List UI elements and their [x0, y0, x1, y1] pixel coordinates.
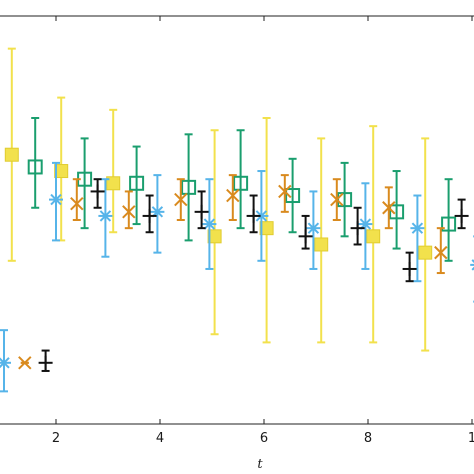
data-point-x: [18, 356, 32, 370]
data-point-star: [0, 357, 11, 369]
error-bar: [413, 194, 422, 283]
plot-frame: [0, 15, 474, 425]
data-point-plus: [454, 208, 469, 223]
data-point-star: [98, 210, 113, 222]
x-stroke-2: [18, 356, 32, 370]
error-bar: [72, 178, 81, 221]
series-4: [38, 178, 469, 372]
x-stroke-2: [70, 196, 84, 211]
series-2: [0, 161, 474, 393]
star-stroke-d2: [50, 193, 62, 206]
data-point-plus: [246, 208, 261, 223]
x-tick-label: 8: [364, 431, 372, 446]
data-point-square: [314, 237, 329, 252]
error-bar: [309, 190, 318, 270]
chart-marks: [0, 47, 474, 393]
x-stroke-2: [122, 205, 136, 219]
star-stroke-d2: [99, 210, 112, 222]
error-bar: [288, 157, 297, 234]
x-axis-ticks: 2 4 6 8 1: [52, 16, 474, 446]
error-bar: [280, 174, 289, 213]
data-point-square-open: [285, 188, 301, 204]
data-point-x: [382, 201, 396, 215]
x-stroke-2: [174, 192, 188, 207]
error-bar: [132, 145, 141, 226]
x-stroke-2: [330, 192, 344, 207]
data-point-square-open: [129, 175, 145, 191]
error-bar: [153, 174, 162, 254]
data-point-x: [330, 192, 344, 207]
data-point-star: [470, 259, 474, 271]
data-point-plus: [402, 261, 417, 276]
error-bar: [52, 161, 60, 242]
error-bar: [80, 137, 89, 230]
series-0: [4, 47, 433, 352]
data-point-square-open: [389, 204, 405, 220]
data-point-square: [106, 176, 121, 191]
x-stroke-2: [382, 201, 396, 215]
error-bar: [444, 178, 453, 262]
data-point-plus: [90, 184, 105, 199]
star-stroke-d2: [255, 210, 268, 222]
data-point-square: [418, 245, 433, 260]
error-bar: [361, 182, 370, 270]
data-point-square-open: [181, 179, 197, 195]
x-tick-label: 6: [260, 431, 268, 446]
data-point-star: [306, 222, 321, 234]
data-point-x: [278, 184, 292, 199]
series-1: [27, 117, 457, 262]
series-3: [18, 174, 448, 370]
data-point-x: [70, 196, 84, 211]
x-axis-label: t: [257, 457, 263, 472]
data-point-plus: [38, 355, 53, 370]
star-stroke-d2: [0, 357, 10, 369]
star-stroke-d2: [307, 222, 320, 234]
error-bar: [392, 170, 401, 250]
error-bar: [340, 161, 349, 238]
data-point-plus: [350, 221, 365, 236]
data-point-square-open: [233, 175, 249, 191]
data-point-square: [259, 221, 274, 236]
data-point-star: [202, 218, 217, 230]
star-stroke-d2: [203, 218, 216, 230]
data-point-plus: [142, 208, 157, 223]
x-tick-label: 1: [468, 431, 474, 446]
x-stroke-2: [226, 188, 240, 203]
data-point-square: [366, 229, 381, 244]
x-stroke-2: [278, 184, 292, 199]
x-tick-label: 2: [52, 431, 60, 446]
data-point-star: [49, 193, 63, 206]
data-point-plus: [194, 204, 209, 219]
data-point-star: [410, 222, 425, 234]
error-bar: [421, 137, 430, 352]
data-point-x: [226, 188, 240, 203]
data-point-square: [207, 229, 222, 244]
data-point-plus: [298, 229, 313, 244]
error-bar: [31, 117, 40, 209]
error-bar: [184, 133, 193, 242]
data-point-square: [54, 164, 69, 179]
error-bar: [228, 174, 237, 221]
data-point-x: [122, 205, 136, 219]
data-point-square-open: [27, 159, 43, 175]
data-point-x: [434, 245, 448, 260]
error-bar: [236, 129, 245, 230]
error-bar: [0, 329, 8, 393]
data-point-square-open: [441, 216, 457, 232]
x-stroke-2: [434, 245, 448, 260]
data-point-square: [4, 147, 19, 162]
error-bar: [101, 178, 110, 258]
error-bar: [436, 227, 445, 275]
x-tick-label: 4: [156, 431, 164, 446]
data-point-x: [174, 192, 188, 207]
error-bar: [109, 108, 118, 234]
error-bar: [124, 190, 133, 230]
star-stroke-d2: [411, 222, 424, 234]
